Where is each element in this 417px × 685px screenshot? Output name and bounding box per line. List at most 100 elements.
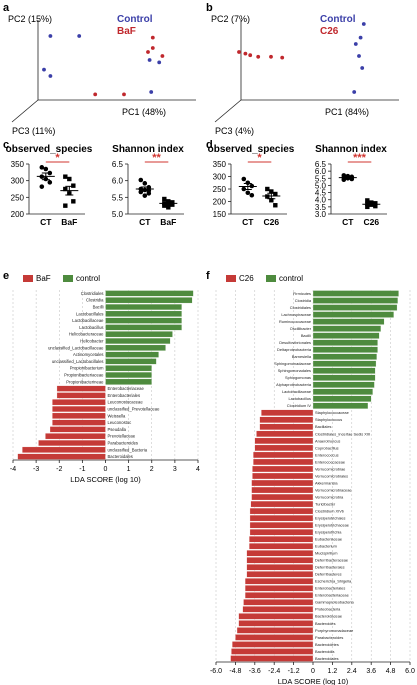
y-tick-label: 5.5 [112,193,124,202]
taxon-label: Turicibacter [315,501,336,506]
y-tick-label: 3.0 [315,210,327,219]
taxon-label: Sphingomonadaceae [274,361,311,366]
point-c26 [237,50,241,54]
point-c26 [243,51,248,56]
taxon-label: Erysipelotrichaceae [315,522,349,527]
dotplot-d-observed-species: observed_species 150 200 250 300 350 CT C26 * [208,144,295,227]
data-point [39,184,45,189]
y-tick-label: 300 [213,173,227,182]
taxon-label: unclassified_Lactobacillaceae [48,345,104,350]
panel-letter-a: a [3,2,10,14]
taxon-label: Leuconostocaceae [108,400,144,405]
lda-bar [105,365,152,372]
data-point [269,189,274,194]
taxon-label: Enterobacteriaceae [108,386,145,391]
taxon-label: Desulfovibrionales [279,340,311,345]
taxon-label: Staphylococcus [315,417,342,422]
taxon-label: Enterobacteriales [108,393,141,398]
lda-bar [52,399,106,406]
pc1-label: PC1 (84%) [325,107,369,117]
lda-bar [238,613,314,620]
lda-bar [45,433,106,440]
y-tick-label: 350 [11,160,25,169]
lda-bar [249,521,314,529]
pc2-label: PC2 (7%) [211,14,250,24]
plot-title: Shannon index [315,144,387,155]
lda-bar [250,500,314,508]
taxon-label: Propionibacterium [70,366,104,371]
lda-bar [105,290,194,297]
lda-bar [259,416,314,424]
point-c26 [256,54,261,59]
x-tick-label: -4.8 [229,668,241,675]
point-control [77,34,82,38]
y-tick-label: 150 [213,210,227,219]
lda-bar [105,331,173,338]
data-point [39,165,45,170]
panel-letter-f: f [206,270,210,282]
data-point [146,191,152,196]
taxon-label: Escherichia_Shigella [315,579,352,584]
point-control [48,74,53,78]
taxon-label: Weissella [108,413,127,418]
pc3-label: PC3 (11%) [12,126,55,136]
x-axis-label: LDA SCORE (log 10) [70,475,141,484]
data-point [166,205,171,210]
x-tick-label: -3.6 [249,668,261,675]
taxon-label: Verrucomicrobiales [315,473,348,478]
lda-bar [249,528,314,536]
lda-bar [238,620,314,627]
lda-bar [105,297,193,304]
panel-letter-b: b [206,2,213,14]
lda-bar [246,550,314,557]
point-control [357,54,361,58]
lda-bar [38,439,106,447]
taxon-label: Eubacterium [315,544,337,549]
legend-control: Control [117,14,153,25]
lda-bar [105,324,182,331]
taxon-label: Lactobacillus [79,325,103,330]
lda-bar [312,318,385,325]
taxon-label: Firmicutes [293,291,311,296]
x-axis-label: LDA SCORE (log 10) [278,677,349,685]
lda-bar [244,592,314,599]
taxon-label: Pseudalla [108,427,127,432]
point-c26 [280,55,285,60]
x-tick-label: 2 [150,466,154,473]
dotplot-c-shannon: Shannon index 5.0 5.5 6.0 6.5 CT BaF ** [112,144,184,227]
data-point [269,198,274,203]
taxon-label: Leuconostoc [108,420,132,425]
legend-label: control [76,274,100,283]
y-tick-label: 5.5 [315,174,327,183]
taxon-label: Clostridium XIVb [315,508,344,513]
lda-bar [105,337,171,345]
taxon-label: Actinomycetales [73,352,104,357]
x-tick-label: C26 [364,217,380,227]
y-tick-label: 200 [11,210,25,219]
panel-letter-c: c [3,139,9,151]
x-tick-label: -4 [10,466,16,473]
taxon-label: Alphaproteobacteria [276,382,312,387]
significance-marker: ** [152,152,161,164]
x-tick-label: 3 [173,466,177,473]
significance-marker: * [257,152,262,164]
dotplot-c-observed-species: observed_species 200 250 300 350 CT BaF * [6,144,93,227]
x-tick-label: CT [342,217,354,227]
lda-bar [105,303,182,311]
y-tick-label: 6.0 [315,167,327,176]
lda-bar [105,358,157,365]
y-tick-label: 250 [213,185,227,194]
lda-bar [312,374,376,381]
taxon-label: Lactobacillaceae [72,318,104,323]
taxon-label: Clostridia [295,298,312,303]
lda-bar [105,344,166,351]
y-tick-label: 200 [213,198,227,207]
lda-bar [105,317,182,324]
y-tick-label: 6.0 [112,177,124,186]
x-tick-label: BaF [160,217,176,227]
y-tick-label: 3.5 [315,203,327,212]
point-control [352,90,357,94]
point-control [147,58,152,62]
legend-label: control [279,274,303,283]
point-control [149,90,154,94]
